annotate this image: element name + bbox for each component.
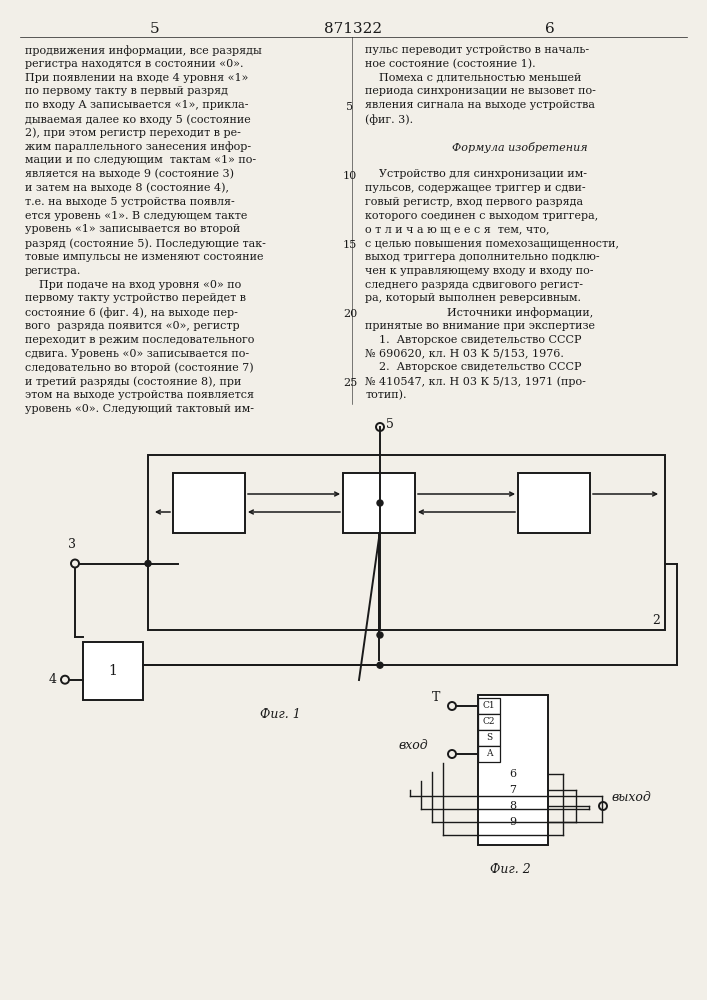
- Text: с целью повышения помехозащищенности,: с целью повышения помехозащищенности,: [365, 238, 619, 248]
- Text: 2: 2: [652, 614, 660, 627]
- Text: вого  разряда появится «0», регистр: вого разряда появится «0», регистр: [25, 321, 240, 331]
- Text: 1.  Авторское свидетельство СССР: 1. Авторское свидетельство СССР: [365, 335, 581, 345]
- Text: 25: 25: [343, 378, 357, 388]
- Text: (фиг. 3).: (фиг. 3).: [365, 114, 413, 125]
- Text: является на выходе 9 (состояние 3): является на выходе 9 (состояние 3): [25, 169, 234, 180]
- Text: пульсов, содержащее триггер и сдви-: пульсов, содержащее триггер и сдви-: [365, 183, 585, 193]
- Circle shape: [377, 632, 383, 638]
- Circle shape: [377, 500, 383, 506]
- Text: товые импульсы не изменяют состояние: товые импульсы не изменяют состояние: [25, 252, 264, 262]
- Text: разряд (состояние 5). Последующие так-: разряд (состояние 5). Последующие так-: [25, 238, 266, 249]
- Text: ра, который выполнен реверсивным.: ра, который выполнен реверсивным.: [365, 293, 581, 303]
- Bar: [478, 695, 548, 845]
- Text: S: S: [486, 734, 492, 742]
- Text: T: T: [432, 691, 440, 704]
- Text: дываемая далее ко входу 5 (состояние: дываемая далее ко входу 5 (состояние: [25, 114, 251, 125]
- Text: 7: 7: [510, 785, 517, 795]
- Bar: [173, 473, 245, 533]
- Circle shape: [145, 560, 151, 566]
- Text: чен к управляющему входу и входу по-: чен к управляющему входу и входу по-: [365, 266, 593, 276]
- Text: периода синхронизации не вызовет по-: периода синхронизации не вызовет по-: [365, 86, 596, 96]
- Text: 15: 15: [343, 240, 357, 250]
- Text: Помеха с длительностью меньшей: Помеха с длительностью меньшей: [365, 73, 581, 83]
- Text: 4: 4: [49, 673, 57, 686]
- Bar: [478, 698, 500, 714]
- Text: пульс переводит устройство в началь-: пульс переводит устройство в началь-: [365, 45, 589, 55]
- Text: 6: 6: [510, 769, 517, 779]
- Text: При подаче на вход уровня «0» по: При подаче на вход уровня «0» по: [25, 280, 241, 290]
- Text: Фиг. 2: Фиг. 2: [490, 863, 530, 876]
- Text: C2: C2: [483, 718, 495, 726]
- Text: и затем на выходе 8 (состояние 4),: и затем на выходе 8 (состояние 4),: [25, 183, 229, 193]
- Text: 5: 5: [346, 102, 354, 112]
- Text: регистра.: регистра.: [25, 266, 81, 276]
- Text: переходит в режим последовательного: переходит в режим последовательного: [25, 335, 255, 345]
- Text: Источники информации,: Источники информации,: [447, 307, 593, 318]
- Text: и третий разряды (состояние 8), при: и третий разряды (состояние 8), при: [25, 376, 241, 387]
- Text: жим параллельного занесения инфор-: жим параллельного занесения инфор-: [25, 142, 251, 152]
- Bar: [478, 746, 500, 762]
- Text: 2), при этом регистр переходит в ре-: 2), при этом регистр переходит в ре-: [25, 128, 241, 138]
- Text: A: A: [486, 750, 492, 758]
- Text: C1: C1: [483, 702, 496, 710]
- Text: выход триггера дополнительно подклю-: выход триггера дополнительно подклю-: [365, 252, 600, 262]
- Circle shape: [377, 662, 383, 668]
- Text: уровень «0». Следующий тактовый им-: уровень «0». Следующий тактовый им-: [25, 404, 254, 414]
- Text: 5: 5: [150, 22, 160, 36]
- Text: продвижения информации, все разряды: продвижения информации, все разряды: [25, 45, 262, 56]
- Text: вход: вход: [398, 739, 428, 752]
- Text: регистра находятся в состоянии «0».: регистра находятся в состоянии «0».: [25, 59, 243, 69]
- Text: Формула изобретения: Формула изобретения: [452, 142, 588, 153]
- Text: 9: 9: [510, 817, 517, 827]
- Text: следовательно во второй (состояние 7): следовательно во второй (состояние 7): [25, 362, 254, 373]
- Text: № 690620, кл. Н 03 К 5/153, 1976.: № 690620, кл. Н 03 К 5/153, 1976.: [365, 349, 564, 359]
- Text: 6: 6: [545, 22, 555, 36]
- Text: тотип).: тотип).: [365, 390, 407, 400]
- Text: этом на выходе устройства появляется: этом на выходе устройства появляется: [25, 390, 254, 400]
- Text: 1: 1: [109, 664, 117, 678]
- Text: говый регистр, вход первого разряда: говый регистр, вход первого разряда: [365, 197, 583, 207]
- Bar: [478, 714, 500, 730]
- Text: 2.  Авторское свидетельство СССР: 2. Авторское свидетельство СССР: [365, 362, 581, 372]
- Text: которого соединен с выходом триггера,: которого соединен с выходом триггера,: [365, 211, 598, 221]
- Text: выход: выход: [611, 791, 650, 804]
- Text: принятые во внимание при экспертизе: принятые во внимание при экспертизе: [365, 321, 595, 331]
- Text: уровень «1» записывается во второй: уровень «1» записывается во второй: [25, 224, 240, 234]
- Text: ется уровень «1». В следующем такте: ется уровень «1». В следующем такте: [25, 211, 247, 221]
- Text: о т л и ч а ю щ е е с я  тем, что,: о т л и ч а ю щ е е с я тем, что,: [365, 224, 549, 234]
- Text: 20: 20: [343, 309, 357, 319]
- Text: по первому такту в первый разряд: по первому такту в первый разряд: [25, 86, 228, 96]
- Text: При появлении на входе 4 уровня «1»: При появлении на входе 4 уровня «1»: [25, 73, 248, 83]
- Text: мации и по следующим  тактам «1» по-: мации и по следующим тактам «1» по-: [25, 155, 256, 165]
- Bar: [343, 473, 415, 533]
- Bar: [148, 455, 665, 630]
- Text: № 410547, кл. Н 03 К 5/13, 1971 (про-: № 410547, кл. Н 03 К 5/13, 1971 (про-: [365, 376, 586, 387]
- Text: т.е. на выходе 5 устройства появля-: т.е. на выходе 5 устройства появля-: [25, 197, 235, 207]
- Bar: [478, 730, 500, 746]
- Text: Фиг. 1: Фиг. 1: [259, 708, 300, 721]
- Text: 5: 5: [386, 418, 394, 432]
- Text: 8: 8: [510, 801, 517, 811]
- Text: следнего разряда сдвигового регист-: следнего разряда сдвигового регист-: [365, 280, 583, 290]
- Bar: [83, 642, 143, 700]
- Text: явления сигнала на выходе устройства: явления сигнала на выходе устройства: [365, 100, 595, 110]
- Text: 10: 10: [343, 171, 357, 181]
- Text: по входу A записывается «1», прикла-: по входу A записывается «1», прикла-: [25, 100, 248, 110]
- Text: первому такту устройство перейдет в: первому такту устройство перейдет в: [25, 293, 246, 303]
- Text: ное состояние (состояние 1).: ное состояние (состояние 1).: [365, 59, 536, 69]
- Text: 3: 3: [68, 538, 76, 552]
- Text: Устройство для синхронизации им-: Устройство для синхронизации им-: [365, 169, 587, 179]
- Text: состояние 6 (фиг. 4), на выходе пер-: состояние 6 (фиг. 4), на выходе пер-: [25, 307, 238, 318]
- Text: 871322: 871322: [324, 22, 382, 36]
- Text: сдвига. Уровень «0» записывается по-: сдвига. Уровень «0» записывается по-: [25, 349, 249, 359]
- Bar: [518, 473, 590, 533]
